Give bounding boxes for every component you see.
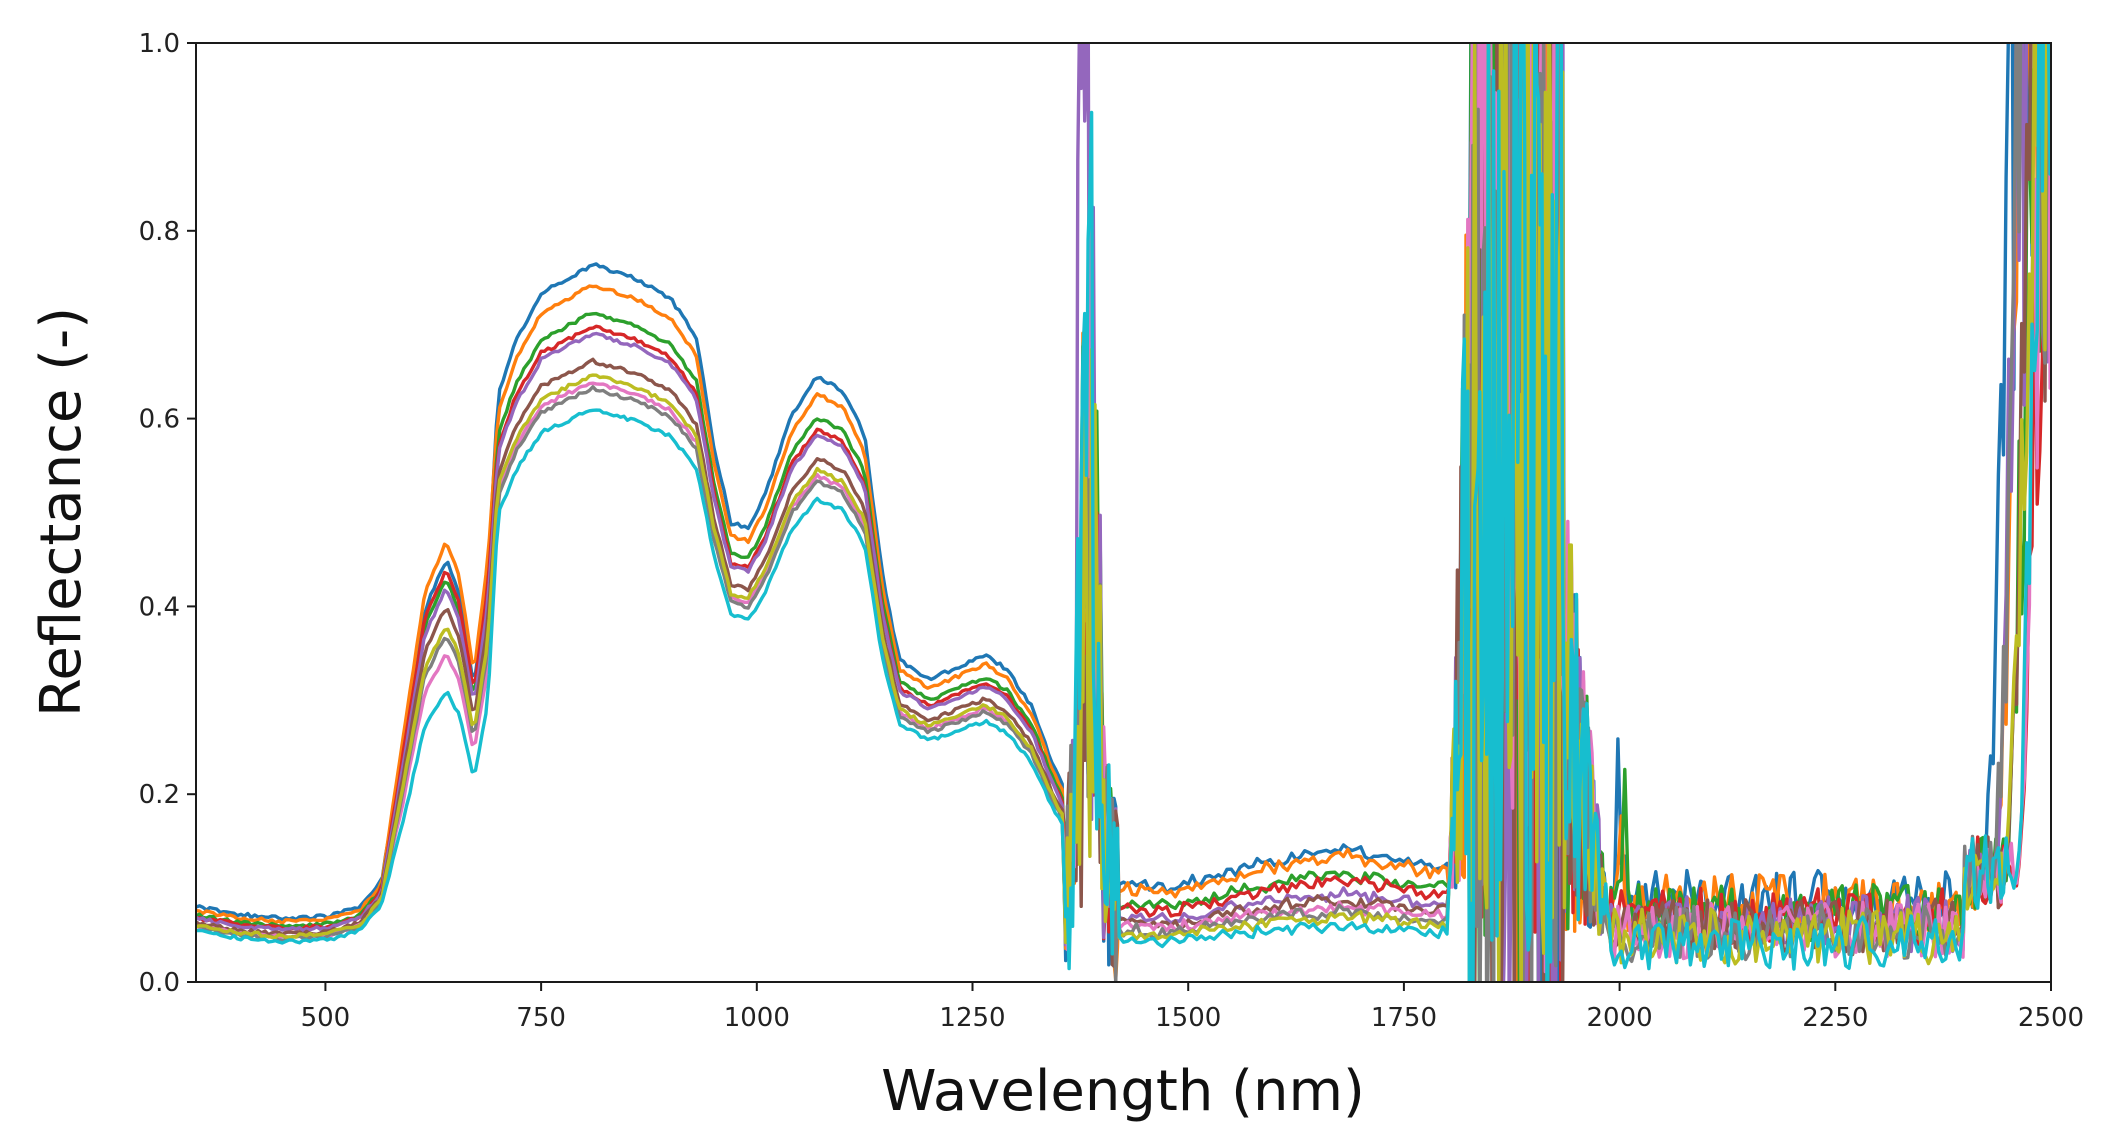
x-tick-label: 1000 xyxy=(724,1003,790,1033)
x-tick-label: 2000 xyxy=(1587,1003,1653,1033)
x-tick-label: 2500 xyxy=(2018,1003,2084,1033)
plot-area xyxy=(196,43,2051,982)
x-tick-label: 2250 xyxy=(1802,1003,1868,1033)
y-tick-label: 1.0 xyxy=(139,29,180,59)
series-line-s10 xyxy=(196,43,2051,982)
x-tick-label: 1750 xyxy=(1371,1003,1437,1033)
series-line-s7 xyxy=(196,43,2051,982)
x-tick-label: 750 xyxy=(516,1003,566,1033)
axes: 500 750 1000 1250 1500 1750 2000 2250 2500 0.0 0.2… xyxy=(139,29,2084,1033)
y-axis-title: Reflectance (-) xyxy=(29,307,94,717)
y-tick-label: 0.4 xyxy=(139,592,180,622)
series-line-s1 xyxy=(196,43,2051,982)
y-tick-label: 0.6 xyxy=(139,405,180,435)
x-tick-label: 500 xyxy=(301,1003,351,1033)
y-tick-label: 0.8 xyxy=(139,217,180,247)
x-tick-label: 1250 xyxy=(939,1003,1005,1033)
y-tick-label: 0.2 xyxy=(139,780,180,810)
y-tick-label: 0.0 xyxy=(139,968,180,998)
x-tick-label: 1500 xyxy=(1155,1003,1221,1033)
plot-frame xyxy=(195,42,2052,983)
x-axis-title: Wavelength (nm) xyxy=(881,1059,1365,1124)
